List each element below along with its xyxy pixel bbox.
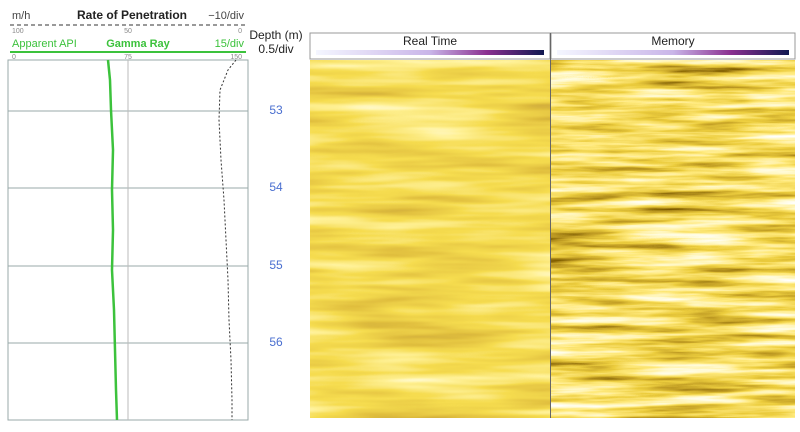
rop-tick: 50 — [124, 28, 132, 35]
image-track: Memory — [550, 32, 796, 418]
gamma-tick: 0 — [12, 54, 16, 61]
depth-label: 56 — [269, 335, 283, 349]
real-time-image — [310, 60, 550, 418]
rop-title: Rate of Penetration — [77, 8, 187, 22]
track-title: Real Time — [403, 34, 457, 48]
track-title: Memory — [651, 34, 694, 48]
depth-title: Depth (m) — [249, 28, 302, 42]
depth-label: 53 — [269, 103, 283, 117]
depth-track: Depth (m) 0.5/div 53 54 55 56 — [249, 28, 302, 349]
depth-label: 54 — [269, 180, 283, 194]
gamma-title: Gamma Ray — [106, 38, 170, 50]
color-bar — [316, 50, 544, 55]
gamma-curve — [106, 59, 119, 421]
rop-unit: m/h — [12, 10, 30, 22]
rop-tick: 100 — [12, 28, 24, 35]
rop-scale: −10/div — [208, 10, 244, 22]
gamma-unit: Apparent API — [12, 38, 77, 50]
gamma-tick: 75 — [124, 54, 132, 61]
image-track: Real Time — [309, 32, 551, 418]
gamma-scale: 15/div — [215, 38, 245, 50]
curve-track — [7, 59, 249, 421]
color-bar — [557, 50, 789, 55]
depth-label: 55 — [269, 258, 283, 272]
depth-scale: 0.5/div — [258, 42, 293, 56]
curve-header: m/h Rate of Penetration −10/div 100 50 0… — [10, 8, 246, 61]
gamma-tick: 150 — [230, 54, 242, 61]
memory-image — [551, 60, 795, 418]
rop-tick: 0 — [238, 28, 242, 35]
rop-curve — [218, 59, 237, 420]
